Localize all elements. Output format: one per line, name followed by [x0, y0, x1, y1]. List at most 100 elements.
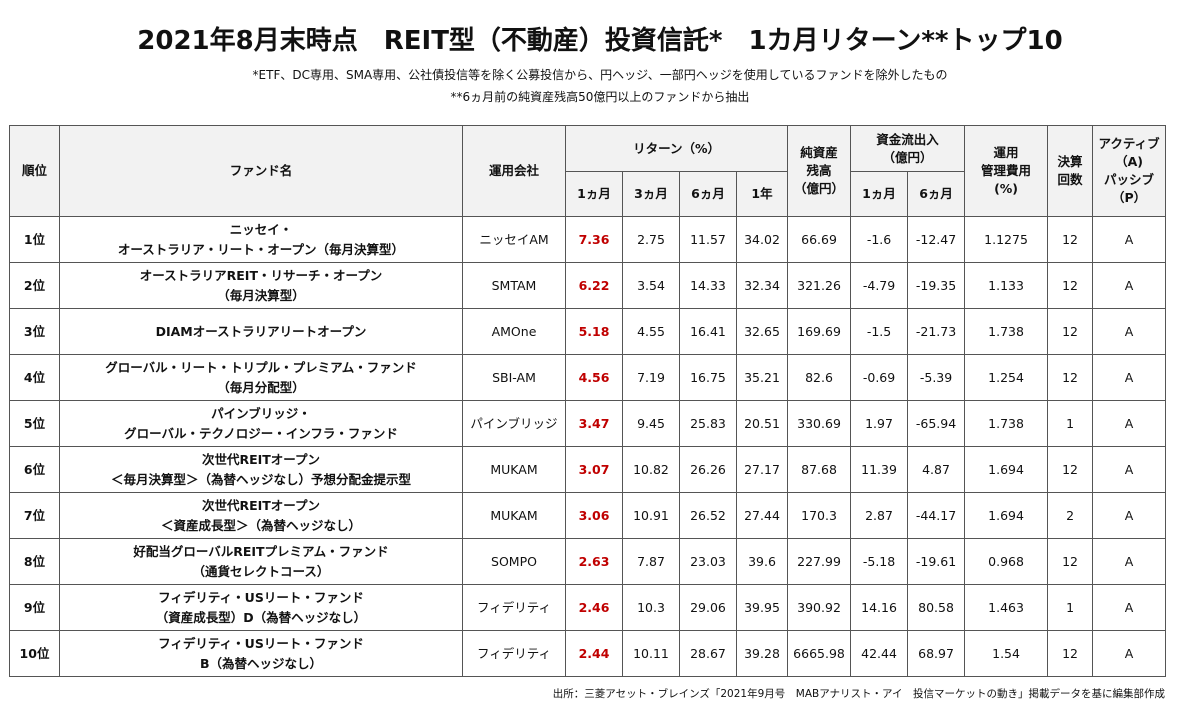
cell-fee: 1.694 [964, 492, 1049, 539]
cell-return-1m: 7.36 [565, 216, 623, 263]
table-row: 10位 フィデリティ・USリート・ファンド B（為替ヘッジなし） フィデリティ 2.44… [9, 630, 1167, 677]
source-note: 出所：三菱アセット・ブレインズ「2021年9月号 MABアナリスト・アイ 投信マ… [552, 688, 1165, 700]
cell-net-assets: 87.68 [787, 446, 852, 493]
fund-name-line: 次世代REITオープン [201, 497, 321, 513]
header-fee-line: 運用 [993, 145, 1019, 160]
header-fee: 運用 管理費用 (%) [964, 125, 1049, 217]
cell-return-3m: 10.82 [622, 446, 680, 493]
header-net-assets-line: 残高 [806, 163, 832, 178]
header-net-assets-line: （億円） [794, 181, 845, 196]
fund-name-line: フィデリティ・USリート・ファンド [158, 589, 364, 605]
cell-return-6m: 26.26 [679, 446, 737, 493]
cell-flow-1m: -1.6 [850, 216, 909, 263]
cell-rank: 1位 [9, 216, 60, 263]
cell-flow-6m: -21.73 [907, 308, 966, 355]
cell-return-1m: 2.44 [565, 630, 623, 677]
cell-settlement-count: 1 [1047, 584, 1094, 631]
fund-name-line: フィデリティ・USリート・ファンド [158, 635, 364, 651]
cell-return-6m: 16.75 [679, 354, 737, 401]
cell-settlement-count: 12 [1047, 446, 1094, 493]
header-active-passive-line: （A) [1115, 154, 1143, 169]
cell-return-1m: 5.18 [565, 308, 623, 355]
cell-active-passive: A [1092, 446, 1167, 493]
cell-fund-name: 次世代REITオープン ＜毎月決算型＞（為替ヘッジなし）予想分配金提示型 [59, 446, 463, 493]
cell-settlement-count: 12 [1047, 308, 1094, 355]
cell-fee: 1.694 [964, 446, 1049, 493]
fund-name-line: （毎月分配型） [217, 379, 305, 395]
cell-fund-name: 次世代REITオープン ＜資産成長型＞（為替ヘッジなし） [59, 492, 463, 539]
cell-flow-1m: 2.87 [850, 492, 909, 539]
cell-flow-1m: -0.69 [850, 354, 909, 401]
cell-return-1y: 35.21 [735, 354, 789, 401]
cell-rank: 2位 [9, 262, 60, 309]
cell-fee: 1.738 [964, 400, 1049, 447]
cell-fee: 0.968 [964, 538, 1049, 585]
ranking-table: 順位 ファンド名 運用会社 リターン（%） 純資産 残高 （億円） 資金流出入 … [9, 125, 1167, 677]
fund-name-line: グローバル・テクノロジー・インフラ・ファンド [124, 425, 398, 441]
cell-fund-name: オーストラリアREIT・リサーチ・オープン （毎月決算型） [59, 262, 463, 309]
fund-name-line: ＜資産成長型＞（為替ヘッジなし） [160, 517, 361, 533]
cell-settlement-count: 12 [1047, 216, 1094, 263]
cell-fund-name: パインブリッジ・グローバル・テクノロジー・インフラ・ファンド [59, 400, 463, 447]
cell-settlement-count: 12 [1047, 630, 1094, 677]
cell-return-3m: 4.55 [622, 308, 680, 355]
cell-flow-6m: -19.61 [907, 538, 966, 585]
cell-return-6m: 26.52 [679, 492, 737, 539]
cell-rank: 3位 [9, 308, 60, 355]
cell-active-passive: A [1092, 400, 1167, 447]
cell-return-3m: 10.11 [622, 630, 680, 677]
cell-return-3m: 10.3 [622, 584, 680, 631]
cell-company: AMOne [462, 308, 566, 355]
cell-return-1m: 6.22 [565, 262, 623, 309]
cell-company: MUKAM [462, 492, 566, 539]
cell-net-assets: 82.6 [787, 354, 852, 401]
cell-net-assets: 321.26 [787, 262, 852, 309]
fund-name-line: （資産成長型）D（為替ヘッジなし） [155, 609, 367, 625]
cell-flow-6m: 80.58 [907, 584, 966, 631]
cell-company: パインブリッジ [462, 400, 566, 447]
cell-flow-1m: 14.16 [850, 584, 909, 631]
cell-fee: 1.133 [964, 262, 1049, 309]
header-fund-flow-line: （億円） [882, 149, 933, 165]
cell-return-6m: 11.57 [679, 216, 737, 263]
cell-active-passive: A [1092, 262, 1167, 309]
fund-name-line: グローバル・リート・トリプル・プレミアム・ファンド [105, 359, 417, 375]
cell-company: SMTAM [462, 262, 566, 309]
header-active-passive-line: パッシブ [1104, 172, 1155, 187]
cell-active-passive: A [1092, 216, 1167, 263]
table-row: 8位 好配当グローバルREITプレミアム・ファンド （通貨セレクトコース） SOMPO… [9, 538, 1167, 585]
cell-return-1m: 3.06 [565, 492, 623, 539]
cell-active-passive: A [1092, 354, 1167, 401]
cell-company: MUKAM [462, 446, 566, 493]
fund-name-line: パインブリッジ・ [211, 405, 311, 421]
header-net-assets-line: 純資産 [800, 145, 838, 160]
cell-company: フィデリティ [462, 630, 566, 677]
fund-name-line: （通貨セレクトコース） [192, 563, 330, 579]
cell-company: フィデリティ [462, 584, 566, 631]
cell-fee: 1.1275 [964, 216, 1049, 263]
header-settlement-count: 決算 回数 [1047, 125, 1094, 217]
cell-return-1y: 39.6 [735, 538, 789, 585]
cell-return-1m: 4.56 [565, 354, 623, 401]
cell-net-assets: 170.3 [787, 492, 852, 539]
table-row: 1位 ニッセイ・ オーストラリア・リート・オープン（毎月決算型） ニッセイAM 7.36… [9, 216, 1167, 263]
footnote-selection: **6ヵ月前の純資産残高50億円以上のファンドから抽出 [450, 90, 750, 104]
cell-settlement-count: 12 [1047, 538, 1094, 585]
header-return: リターン（%） [564, 125, 789, 172]
fund-name-line: ニッセイ・ [229, 221, 293, 237]
cell-flow-6m: 68.97 [907, 630, 966, 677]
cell-fee: 1.254 [964, 354, 1049, 401]
header-fund-flow-line: 資金流出入 [876, 131, 939, 147]
cell-return-6m: 29.06 [679, 584, 737, 631]
fund-name-line: ＜毎月決算型＞（為替ヘッジなし）予想分配金提示型 [110, 471, 411, 487]
fund-name-line: B（為替ヘッジなし） [199, 655, 323, 671]
header-net-assets: 純資産 残高 （億円） [787, 125, 852, 217]
cell-rank: 5位 [9, 400, 60, 447]
cell-flow-1m: -5.18 [850, 538, 909, 585]
fund-name-line: 好配当グローバルREITプレミアム・ファンド [133, 543, 389, 559]
header-company: 運用会社 [462, 125, 566, 217]
fund-name-line: （毎月決算型） [217, 287, 305, 303]
page-title: 2021年8月末時点 REIT型（不動産）投資信託* 1カ月リターン**トップ1… [137, 26, 1063, 56]
header-return-6m: 6ヵ月 [679, 171, 737, 217]
fund-name-line: 次世代REITオープン [201, 451, 321, 467]
